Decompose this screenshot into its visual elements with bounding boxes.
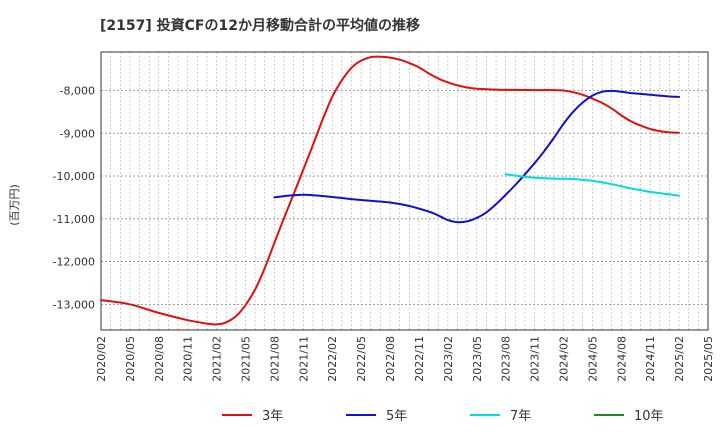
legend: 3年 5年 7年 10年	[222, 409, 664, 424]
x-tick-label: 2023/08	[500, 336, 513, 382]
x-tick-label: 2021/05	[240, 336, 253, 382]
x-tick-label: 2020/05	[124, 336, 137, 382]
x-tick-label: 2025/05	[702, 336, 715, 382]
series-line-7年	[504, 173, 681, 197]
x-tick-label: 2024/11	[644, 336, 657, 382]
x-tick-label: 2022/05	[355, 336, 368, 382]
axes: -13,000 -12,000 -11,000 -10,000 -9,000 -8,000…	[53, 51, 715, 382]
y-tick-label: -13,000	[53, 298, 95, 311]
x-tick-label: 2024/05	[586, 336, 599, 382]
x-tick-label: 2021/02	[211, 336, 224, 382]
legend-label: 10年	[634, 409, 664, 424]
series-lines	[100, 55, 681, 326]
series-line-3年	[100, 55, 681, 326]
x-tick-label: 2022/11	[413, 336, 426, 382]
x-tick-label: 2023/05	[471, 336, 484, 382]
x-tick-label: 2024/02	[557, 336, 570, 382]
y-tick-label: -9,000	[60, 127, 95, 140]
x-tick-label: 2021/08	[268, 336, 281, 382]
plot-border	[100, 51, 709, 331]
x-tick-label: 2020/08	[153, 336, 166, 382]
y-axis-label: (百万円)	[8, 184, 21, 226]
x-tick-label: 2022/08	[384, 336, 397, 382]
x-tick-label: 2023/02	[442, 336, 455, 382]
legend-label: 7年	[510, 409, 531, 424]
legend-label: 3年	[262, 409, 283, 424]
x-tick-label: 2020/02	[95, 336, 108, 382]
y-tick-label: -11,000	[53, 213, 95, 226]
x-tick-label: 2023/11	[529, 336, 542, 382]
chart-title: [2157] 投資CFの12か月移動合計の平均値の推移	[100, 17, 420, 34]
legend-label: 5年	[386, 409, 407, 424]
x-tick-label: 2021/11	[297, 336, 310, 382]
x-tick-label: 2022/02	[326, 336, 339, 382]
series-line-5年	[273, 89, 681, 224]
y-tick-label: -12,000	[53, 256, 95, 269]
y-tick-label: -8,000	[60, 84, 95, 97]
plot-area	[101, 52, 708, 330]
y-tick-label: -10,000	[53, 170, 95, 183]
grid	[100, 52, 709, 330]
x-tick-label: 2020/11	[182, 336, 195, 382]
x-tick-label: 2024/08	[615, 336, 628, 382]
x-tick-label: 2025/02	[673, 336, 686, 382]
